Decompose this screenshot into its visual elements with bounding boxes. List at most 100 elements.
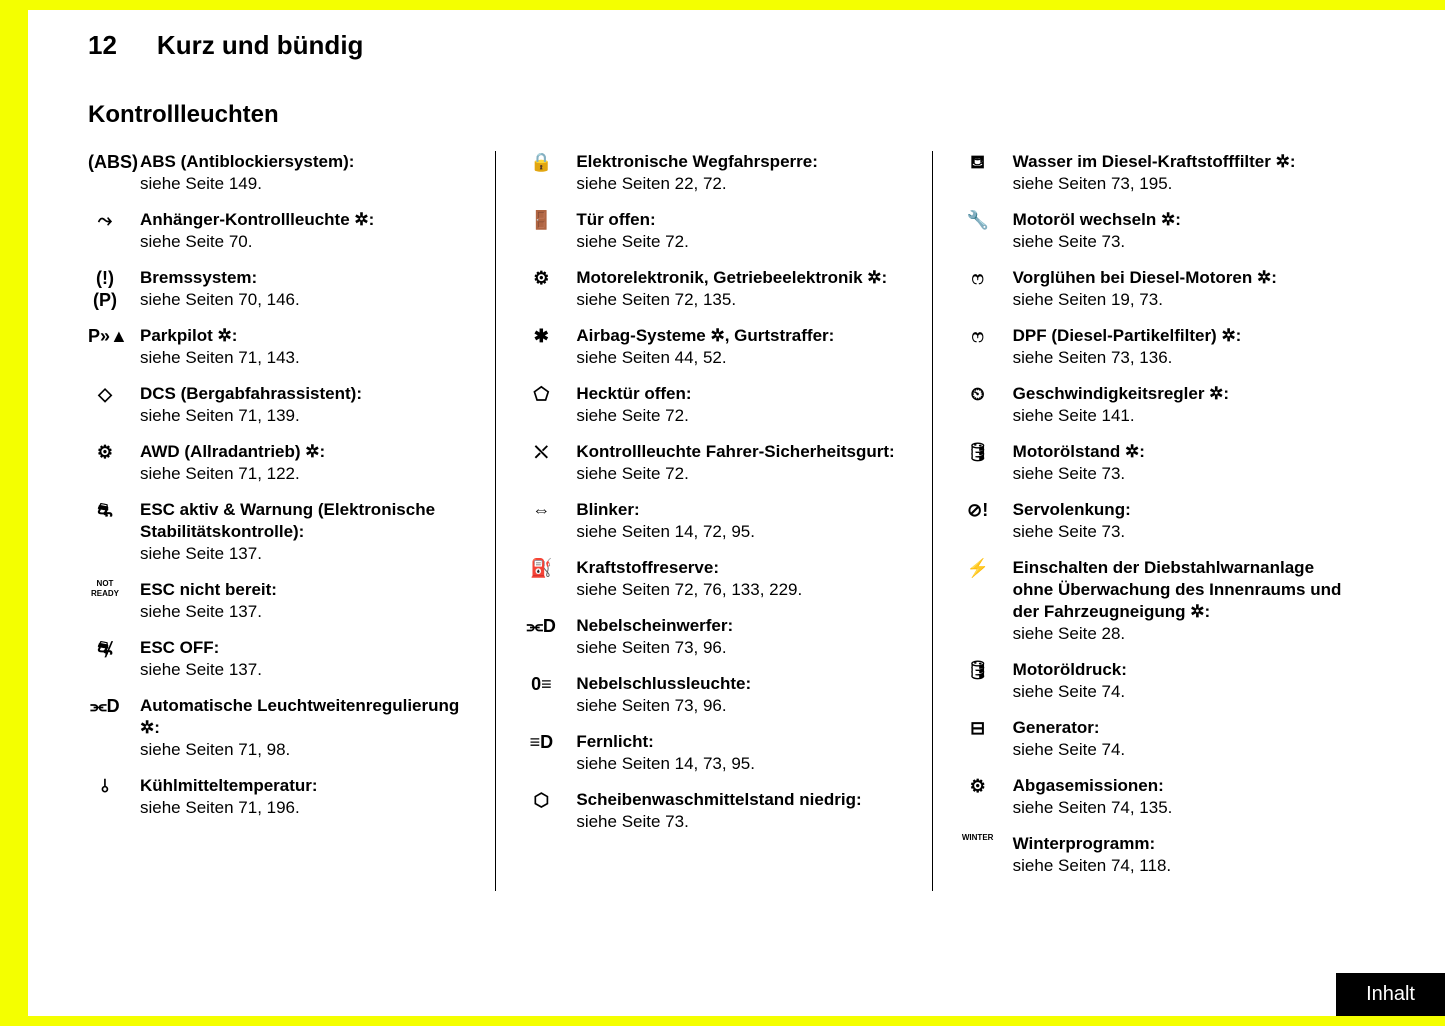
indicator-label: Kontrollleuchte Fahrer-Sicherheitsgurt: — [576, 442, 894, 461]
border-bottom — [0, 1016, 1445, 1026]
indicator-reference: siehe Seiten 71, 139. — [140, 406, 300, 425]
indicator-text: Elektronische Wegfahrsperre:siehe Seiten… — [576, 151, 919, 195]
indicator-item: ⛽Kraftstoffreserve:siehe Seiten 72, 76, … — [524, 557, 919, 601]
indicator-item: ෆ Vorglühen bei Diesel-Motoren ✲:siehe Se… — [961, 267, 1356, 311]
indicator-label: Motorölstand ✲: — [1013, 442, 1145, 461]
indicator-icon: P»▲ — [88, 325, 122, 347]
indicator-item: (!)(P)Bremssystem:siehe Seiten 70, 146. — [88, 267, 483, 311]
indicator-reference: siehe Seite 137. — [140, 544, 262, 563]
indicator-icon: 🔒 — [524, 151, 558, 173]
indicator-label: Winterprogramm: — [1013, 834, 1155, 853]
indicator-icon: ⏲ — [961, 383, 995, 405]
indicator-label: Bremssystem: — [140, 268, 257, 287]
chapter-title: Kurz und bündig — [157, 30, 364, 61]
indicator-icon: ≡D — [524, 731, 558, 753]
indicator-item: 🔒 Elektronische Wegfahrsperre:siehe Seite… — [524, 151, 919, 195]
indicator-reference: siehe Seiten 74, 118. — [1013, 856, 1171, 875]
indicator-reference: siehe Seiten 73, 136. — [1013, 348, 1173, 367]
indicator-label: Nebelschlussleuchte: — [576, 674, 751, 693]
indicator-text: Nebelscheinwerfer: siehe Seiten 73, 96. — [576, 615, 919, 659]
indicator-icon: WINTER — [961, 833, 995, 843]
indicator-icon: ⊘! — [961, 499, 995, 521]
indicator-reference: siehe Seiten 71, 98. — [140, 740, 290, 759]
indicator-label: Airbag-Systeme ✲, Gurtstraffer: — [576, 326, 834, 345]
indicator-item: ⬡Scheibenwaschmittelstand niedrig:siehe … — [524, 789, 919, 833]
indicator-text: Vorglühen bei Diesel-Motoren ✲:siehe Sei… — [1013, 267, 1356, 311]
indicator-text: Generator: siehe Seite 74. — [1013, 717, 1356, 761]
indicator-item: ⫰ Kühlmitteltemperatur:siehe Seiten 71, 1… — [88, 775, 483, 819]
indicator-reference: siehe Seiten 14, 72, 95. — [576, 522, 755, 541]
indicator-label: AWD (Allradantrieb) ✲: — [140, 442, 325, 461]
indicator-item: WINTER Winterprogramm: siehe Seiten 74, 11… — [961, 833, 1356, 877]
indicator-text: Tür offen:siehe Seite 72. — [576, 209, 919, 253]
indicator-reference: siehe Seite 28. — [1013, 624, 1125, 643]
indicator-label: Motorelektronik, Getriebeelektronik ✲: — [576, 268, 887, 287]
indicator-item: 🔧Motoröl wechseln ✲:siehe Seite 73. — [961, 209, 1356, 253]
indicator-label: Anhänger-Kontrollleuchte ✲: — [140, 210, 374, 229]
indicator-label: ABS (Antiblockiersystem): — [140, 152, 354, 171]
indicator-text: Kühlmitteltemperatur:siehe Seiten 71, 19… — [140, 775, 483, 819]
indicator-label: Elektronische Wegfahrsperre: — [576, 152, 818, 171]
indicator-item: ⚙Motorelektronik, Getriebeelektronik ✲:s… — [524, 267, 919, 311]
indicator-label: Nebelscheinwerfer: — [576, 616, 733, 635]
indicator-icon: ⤳ — [88, 209, 122, 231]
indicator-reference: siehe Seite 141. — [1013, 406, 1135, 425]
indicator-reference: siehe Seite 74. — [1013, 682, 1125, 701]
indicator-label: Motoröl wechseln ✲: — [1013, 210, 1181, 229]
indicator-label: Abgasemissionen: — [1013, 776, 1164, 795]
indicator-reference: siehe Seiten 71, 196. — [140, 798, 300, 817]
indicator-item: ⛐̸ ESC OFF: siehe Seite 137. — [88, 637, 483, 681]
indicator-item: ⊘!Servolenkung:siehe Seite 73. — [961, 499, 1356, 543]
indicator-text: Parkpilot ✲:siehe Seiten 71, 143. — [140, 325, 483, 369]
indicator-text: Anhänger-Kontrollleuchte ✲:siehe Seite 7… — [140, 209, 483, 253]
page-number: 12 — [88, 30, 117, 61]
indicator-text: Motorelektronik, Getriebeelektronik ✲: si… — [576, 267, 919, 311]
indicator-label: Generator: — [1013, 718, 1100, 737]
indicator-reference: siehe Seite 74. — [1013, 740, 1125, 759]
indicator-reference: siehe Seiten 73, 96. — [576, 638, 726, 657]
indicator-icon: ෆ — [961, 267, 995, 289]
indicator-text: Automatische Leuchtweitenregulierung ✲:s… — [140, 695, 483, 761]
indicator-text: Bremssystem:siehe Seiten 70, 146. — [140, 267, 483, 311]
indicator-text: Airbag-Systeme ✲, Gurtstraffer: siehe Sei… — [576, 325, 919, 369]
indicator-reference: siehe Seite 72. — [576, 464, 688, 483]
indicator-label: ESC OFF: — [140, 638, 219, 657]
indicator-text: Kontrollleuchte Fahrer-Sicherheitsgurt: s… — [576, 441, 919, 485]
indicator-icon: 🛢 — [961, 659, 995, 681]
indicator-icon: ⇔ — [524, 499, 558, 521]
indicator-text: Nebelschlussleuchte:siehe Seiten 73, 96. — [576, 673, 919, 717]
page-content: 12 Kurz und bündig Kontrollleuchten (ABS… — [88, 30, 1368, 891]
indicator-icon: ෆ — [961, 325, 995, 347]
indicator-text: Blinker:siehe Seiten 14, 72, 95. — [576, 499, 919, 543]
indicator-label: Geschwindigkeitsregler ✲: — [1013, 384, 1229, 403]
indicator-item: ෆDPF (Diesel-Partikelfilter) ✲:siehe Sei… — [961, 325, 1356, 369]
indicator-icon: ⫰ — [88, 775, 122, 797]
indicator-icon: NOT READY — [88, 579, 122, 599]
indicator-label: ESC aktiv & Warnung (Elektronische Stabi… — [140, 500, 435, 541]
indicator-item: 🛢Motoröldruck:siehe Seite 74. — [961, 659, 1356, 703]
indicator-icon: ⛐̸ — [88, 637, 122, 659]
indicator-reference: siehe Seiten 44, 52. — [576, 348, 726, 367]
indicator-text: Wasser im Diesel-Kraftstofffilter ✲:sieh… — [1013, 151, 1356, 195]
indicator-text: ESC aktiv & Warnung (Elektronische Stabi… — [140, 499, 483, 565]
indicator-reference: siehe Seite 73. — [1013, 522, 1125, 541]
indicator-item: ≡DFernlicht:siehe Seiten 14, 73, 95. — [524, 731, 919, 775]
indicator-item: ⛌Kontrollleuchte Fahrer-Sicherheitsgurt:… — [524, 441, 919, 485]
indicator-reference: siehe Seite 137. — [140, 660, 262, 679]
indicator-text: Abgasemissionen:siehe Seiten 74, 135. — [1013, 775, 1356, 819]
indicator-item: 🛢Motorölstand ✲:siehe Seite 73. — [961, 441, 1356, 485]
indicator-label: Hecktür offen: — [576, 384, 691, 403]
contents-button[interactable]: Inhalt — [1336, 973, 1445, 1016]
indicator-reference: siehe Seiten 72, 76, 133, 229. — [576, 580, 802, 599]
indicator-reference: siehe Seiten 19, 73. — [1013, 290, 1163, 309]
indicator-icon: ⊟ — [961, 717, 995, 739]
indicator-item: ◇DCS (Bergabfahrassistent):siehe Seiten … — [88, 383, 483, 427]
indicator-icon: 🛢 — [961, 441, 995, 463]
indicator-item: ✱ Airbag-Systeme ✲, Gurtstraffer: siehe Se… — [524, 325, 919, 369]
indicator-text: ABS (Antiblockiersystem):siehe Seite 149… — [140, 151, 483, 195]
indicator-icon: ✱ — [524, 325, 558, 347]
indicator-item: ⊟ Generator: siehe Seite 74. — [961, 717, 1356, 761]
indicator-text: Geschwindigkeitsregler ✲: siehe Seite 141… — [1013, 383, 1356, 427]
indicator-text: Winterprogramm: siehe Seiten 74, 118. — [1013, 833, 1356, 877]
indicator-reference: siehe Seiten 72, 135. — [576, 290, 736, 309]
